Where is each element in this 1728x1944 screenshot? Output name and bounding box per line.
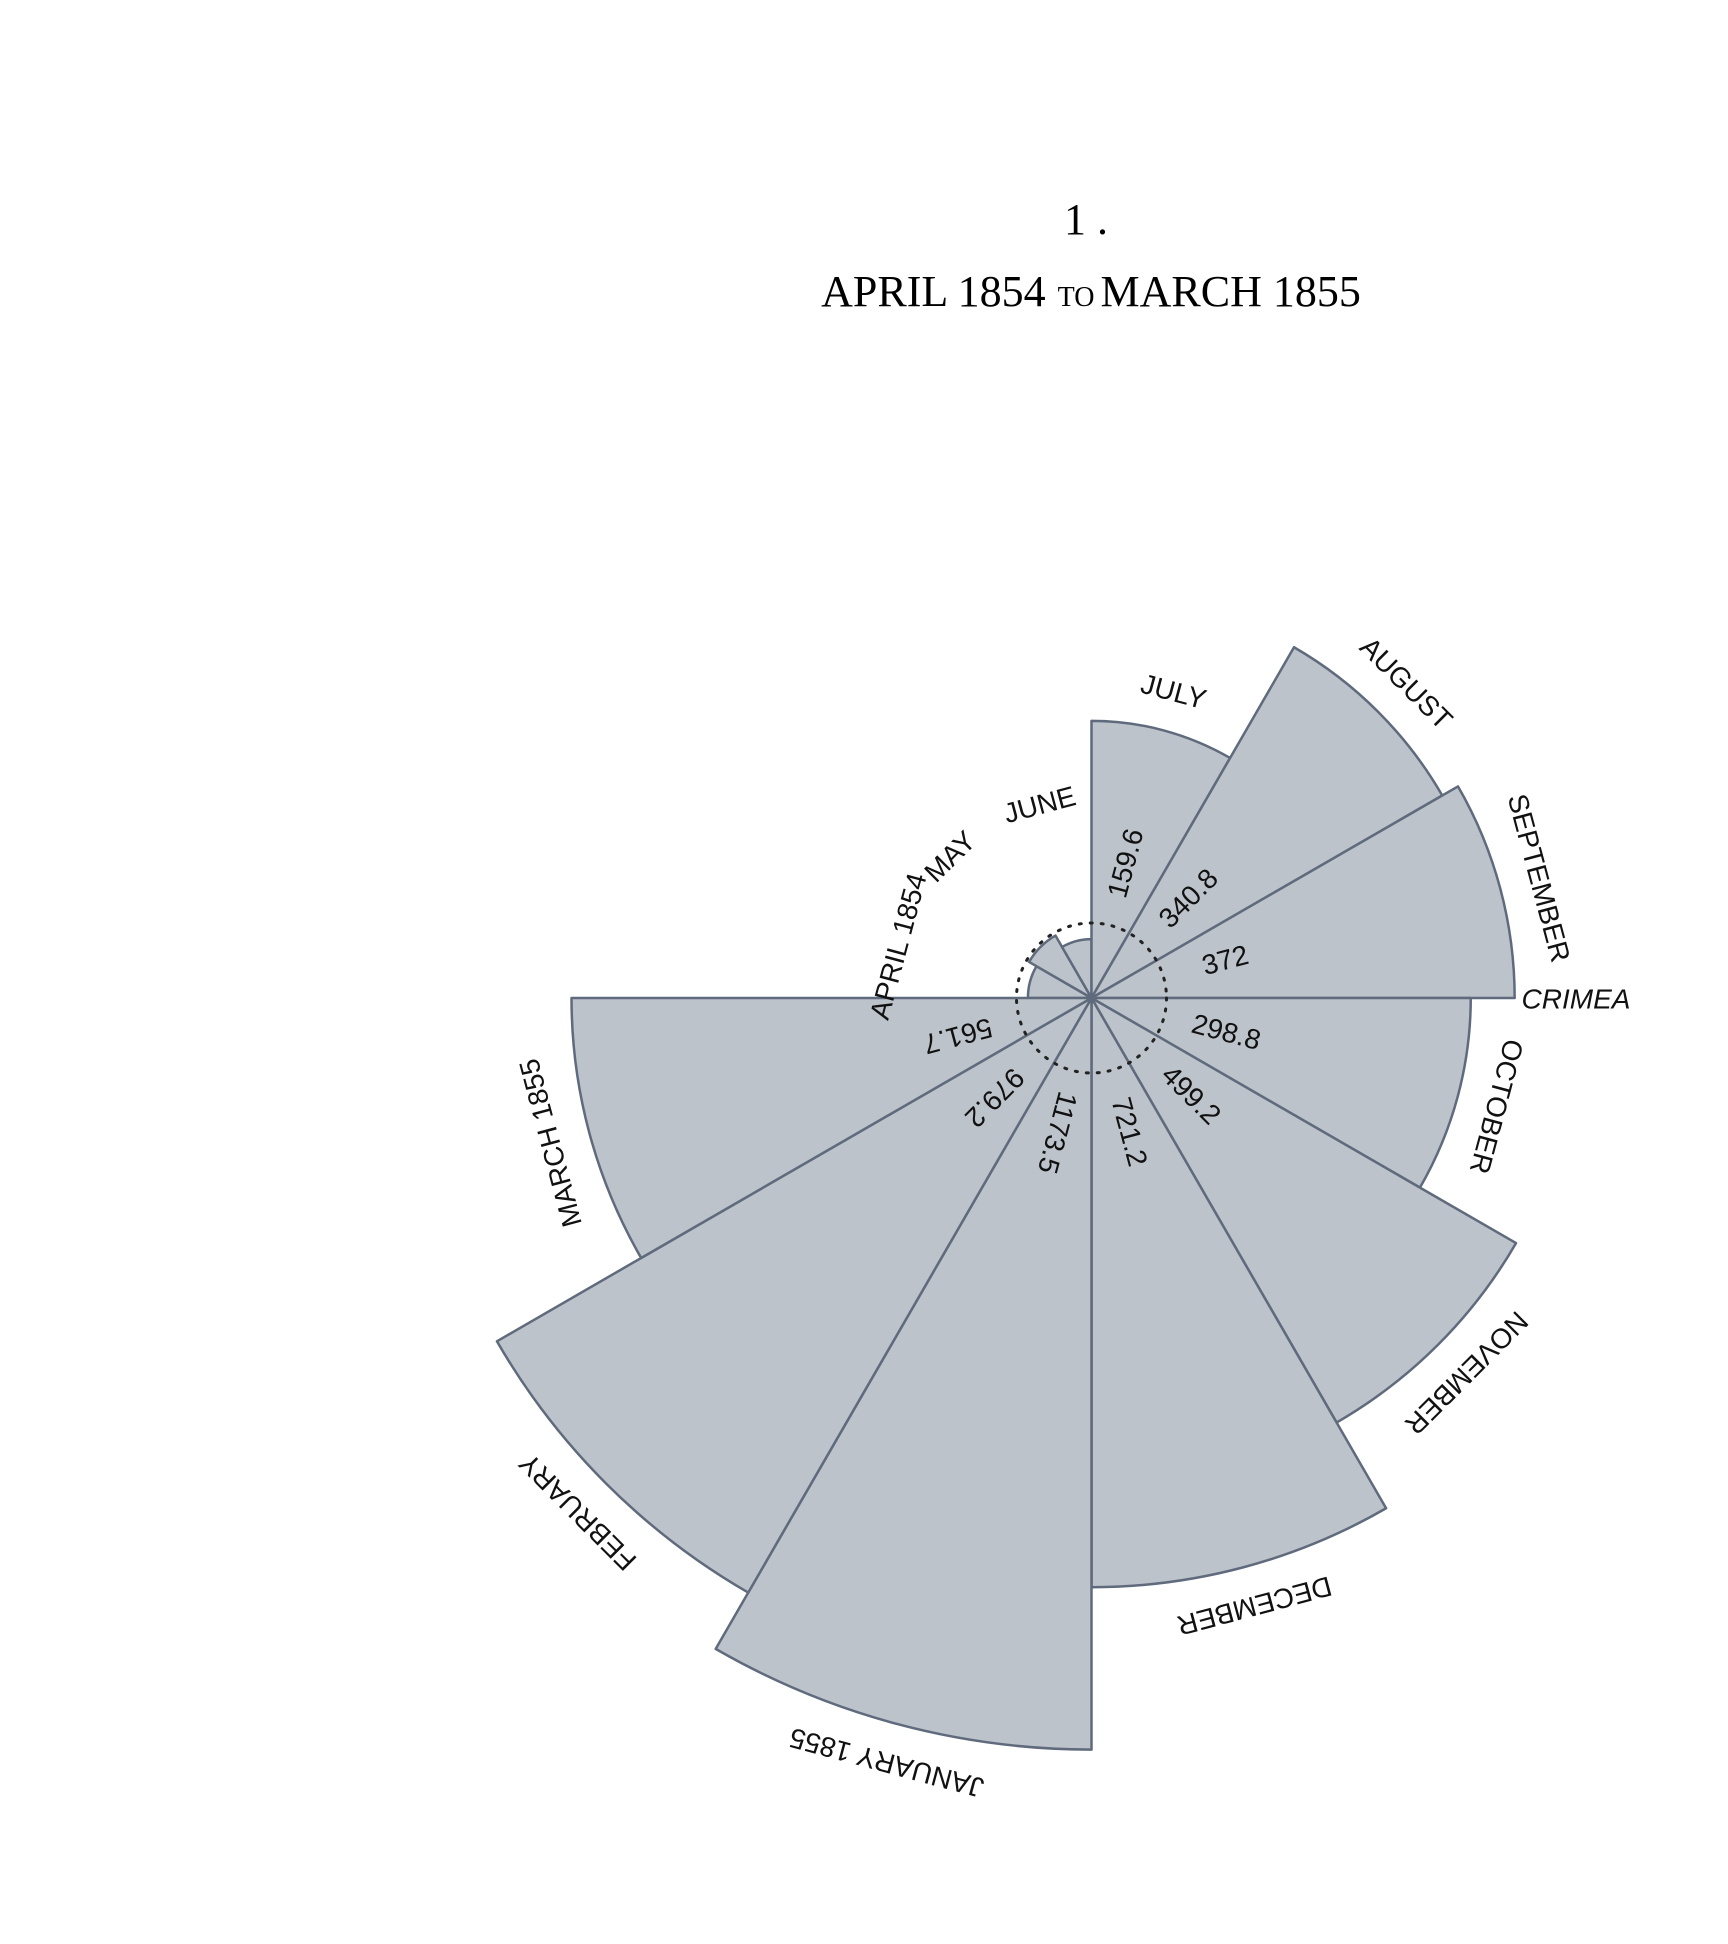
wedge — [1090, 719, 1232, 1000]
category-label: DECEMBER — [1174, 1570, 1335, 1641]
category-label: JULY — [1138, 668, 1210, 715]
wedge — [1027, 934, 1093, 1000]
subtitle-part: MARCH 1855 — [1100, 267, 1360, 316]
wedge — [1090, 785, 1516, 1000]
category-label: OCTOBER — [1464, 1036, 1530, 1177]
wedge — [1090, 996, 1518, 1424]
subtitle-part: APRIL 1854 — [821, 267, 1046, 316]
chart-subtitle: APRIL 1854 TO MARCH 1855 — [821, 267, 1361, 316]
wedge — [1090, 996, 1472, 1189]
category-label: JUNE — [1000, 780, 1079, 829]
reference-circle — [1015, 921, 1168, 1075]
category-label: SEPTEMBER — [1502, 791, 1577, 966]
wedge — [1090, 996, 1388, 1589]
annotation: CRIMEA — [1522, 983, 1631, 1014]
chart-title: 1 . — [1064, 195, 1108, 244]
wedges — [495, 645, 1518, 1751]
wedge — [570, 996, 1093, 1260]
wedge — [495, 996, 1093, 1594]
wedge — [1090, 645, 1444, 1000]
category-label: MARCH 1855 — [513, 1056, 588, 1231]
wedge — [714, 996, 1093, 1751]
subtitle-part: TO — [1058, 282, 1095, 313]
